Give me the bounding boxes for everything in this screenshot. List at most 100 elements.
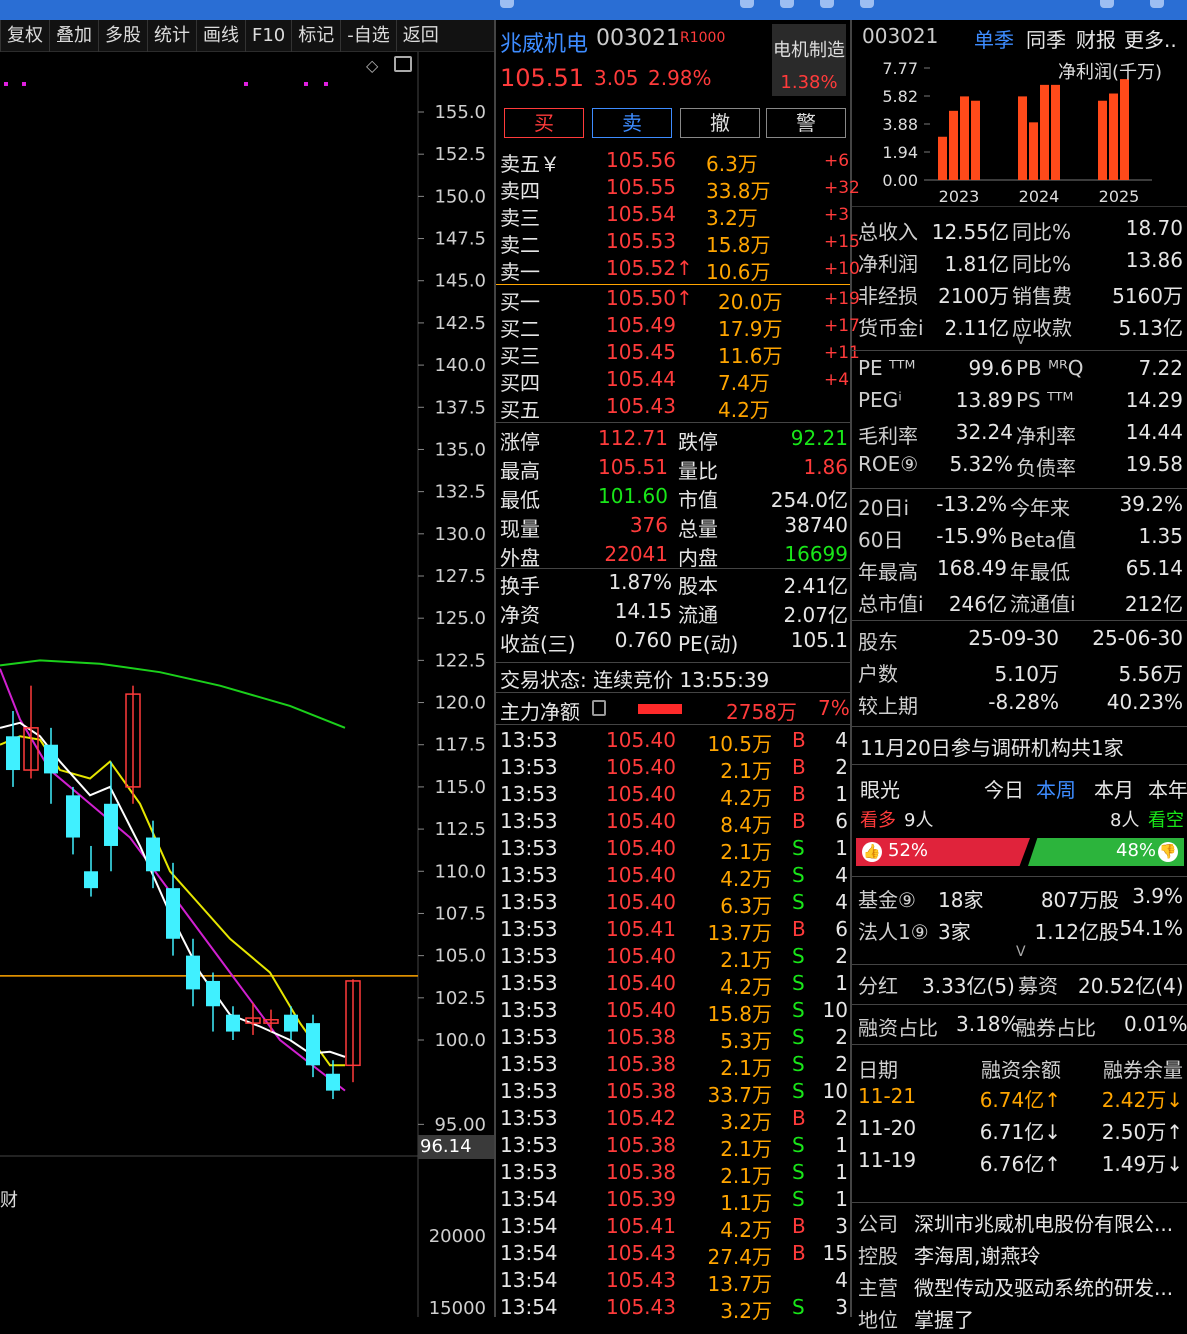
price-change: 3.05 bbox=[594, 66, 639, 90]
tab-single-quarter[interactable]: 单季 bbox=[974, 28, 1014, 52]
tab-today[interactable]: 今日 bbox=[984, 778, 1024, 802]
tick-volume: 8.4万 bbox=[720, 813, 772, 837]
profit-chart: 7.77 5.82 3.88 1.94 0.00 2023 2024 2025 净利润(千万) bbox=[852, 56, 1187, 208]
tab-month[interactable]: 本月 bbox=[1094, 778, 1134, 802]
f10-panel: 003021 单季 同季 财报 更多.. 7.77 5.82 3.88 1.94 0.0… bbox=[852, 20, 1187, 1332]
indicator-label: 财 bbox=[0, 1190, 18, 1211]
list-icon[interactable] bbox=[592, 700, 606, 716]
expand-icon[interactable]: V bbox=[1016, 332, 1026, 348]
company-row[interactable]: 地位 掌握了 bbox=[858, 1304, 1185, 1334]
diamond-icon[interactable]: ◇ bbox=[366, 56, 379, 75]
bid-row[interactable]: 买五 105.43 4.2万 bbox=[500, 394, 848, 422]
row-label: 同比% bbox=[1012, 252, 1072, 276]
bid-delta: +19 bbox=[824, 289, 860, 309]
tab-week[interactable]: 本周 bbox=[1036, 778, 1076, 802]
fin-year-label: 2024 bbox=[1019, 187, 1060, 206]
tick-volume: 4.2万 bbox=[720, 975, 772, 999]
expand-icon-2[interactable]: V bbox=[1016, 944, 1026, 960]
tick-side: B bbox=[792, 755, 806, 779]
bid-row[interactable]: 买四 105.44 7.4万 +4 bbox=[500, 367, 849, 395]
y-axis-label: 140.0 bbox=[434, 355, 486, 376]
y-axis-label: 152.5 bbox=[434, 144, 486, 165]
company-row[interactable]: 公司 深圳市兆威机电股份有限公... bbox=[858, 1208, 1185, 1238]
holder-row: 户数 5.10万 5.56万 bbox=[858, 658, 1185, 688]
toolbar-item-6[interactable]: 标记 bbox=[291, 19, 340, 52]
alert-button[interactable]: 警 bbox=[766, 108, 846, 138]
tab-year[interactable]: 本年 bbox=[1148, 778, 1187, 802]
tick-time: 13:53 bbox=[500, 1106, 558, 1130]
industry-box[interactable]: 电机制造 1.38% bbox=[772, 24, 846, 96]
tab-report[interactable]: 财报 bbox=[1076, 28, 1116, 52]
ask-row[interactable]: 卖一 105.52 ↑ 10.6万 +10 bbox=[500, 256, 860, 284]
bid-delta: +11 bbox=[824, 343, 860, 363]
row-label: ROE⑨ bbox=[858, 452, 919, 476]
ask-row[interactable]: 卖三 105.54 3.2万 +3 bbox=[500, 202, 849, 230]
company-row[interactable]: 主营 微型传动及驱动系统的研发... bbox=[858, 1272, 1185, 1302]
tick-row: 13:53 105.38 5.3万 S 2 bbox=[500, 1025, 848, 1053]
tick-time: 13:53 bbox=[500, 728, 558, 752]
tick-side: S bbox=[792, 971, 805, 995]
stat-row: 净资 14.15 流通 2.07亿 bbox=[500, 599, 848, 627]
toolbar-item-4[interactable]: 画线 bbox=[196, 19, 245, 52]
bid-row[interactable]: 买一 105.50 ↑ 20.0万 +19 bbox=[500, 286, 860, 314]
valuation-row: 毛利率 32.24 净利率 14.44 bbox=[858, 420, 1185, 450]
tick-count: 3 bbox=[835, 1214, 848, 1238]
toolbar-item-5[interactable]: F10 bbox=[245, 19, 291, 52]
row-label: 基金⑨ bbox=[858, 888, 916, 912]
tick-volume: 3.2万 bbox=[720, 1110, 772, 1134]
ask-row[interactable]: 卖四 105.55 33.8万 +32 bbox=[500, 175, 860, 203]
ask-delta: +6 bbox=[824, 151, 850, 171]
tick-side: B bbox=[792, 1214, 806, 1238]
row-value: 65.14 bbox=[1125, 556, 1183, 580]
tab-more[interactable]: 更多.. bbox=[1124, 28, 1177, 52]
y-axis-label: 107.5 bbox=[434, 903, 486, 924]
quote-panel: 兆威机电 003021 R1000 电机制造 1.38% 105.51 3.05… bbox=[494, 20, 860, 1323]
stock-code: 003021 bbox=[596, 26, 680, 51]
bid-row[interactable]: 买二 105.49 17.9万 +17 bbox=[500, 313, 860, 341]
research-note[interactable]: 11月20日参与调研机构共1家 bbox=[860, 736, 1124, 760]
perf-row: 年最高 168.49 年最低 65.14 bbox=[858, 556, 1185, 586]
candle-body bbox=[23, 727, 39, 771]
thumb-up-icon[interactable]: 👍 bbox=[862, 842, 882, 862]
tick-price: 105.40 bbox=[606, 782, 676, 806]
tick-row: 13:53 105.40 2.1万 S 2 bbox=[500, 944, 848, 972]
sell-button[interactable]: 卖 bbox=[592, 108, 672, 138]
marker-dot bbox=[4, 82, 8, 86]
row-value: 168.49 bbox=[937, 556, 1007, 580]
bid-row[interactable]: 买三 105.45 11.6万 +11 bbox=[500, 340, 860, 368]
row-label: 净利润 bbox=[858, 252, 918, 276]
tick-price: 105.39 bbox=[606, 1187, 676, 1211]
stat-label: PE(动) bbox=[678, 632, 739, 656]
bull-bar[interactable] bbox=[856, 838, 1030, 866]
stat-label: 跌停 bbox=[678, 430, 718, 454]
tick-price: 105.40 bbox=[606, 863, 676, 887]
cancel-button[interactable]: 撤 bbox=[680, 108, 760, 138]
ask-row[interactable]: 卖二 105.53 15.8万 +15 bbox=[500, 229, 860, 257]
buy-button[interactable]: 买 bbox=[504, 108, 584, 138]
tab-same-quarter[interactable]: 同季 bbox=[1026, 28, 1066, 52]
tick-row: 13:53 105.38 2.1万 S 1 bbox=[500, 1133, 848, 1161]
tick-time: 13:53 bbox=[500, 1160, 558, 1184]
ask-label: 卖一 bbox=[500, 260, 540, 284]
tick-side: S bbox=[792, 1295, 805, 1319]
toolbar-item-0[interactable]: 复权 bbox=[0, 19, 49, 52]
fin-bar bbox=[971, 100, 980, 180]
stat-label: 换手 bbox=[500, 574, 540, 598]
toolbar-item-1[interactable]: 叠加 bbox=[49, 19, 98, 52]
panel-toggle-icon[interactable] bbox=[394, 56, 412, 72]
company-row[interactable]: 控股 李海周,谢燕玲 bbox=[858, 1240, 1185, 1270]
trade-status: 交易状态: 连续竞价 13:55:39 bbox=[500, 668, 770, 692]
kline-chart[interactable]: 155.0 152.5 150.0 147.5 145.0 142.5 140.0 137.5… bbox=[0, 52, 494, 1317]
thumb-down-icon[interactable]: 👎 bbox=[1158, 842, 1178, 862]
tick-price: 105.42 bbox=[606, 1106, 676, 1130]
tick-time: 13:53 bbox=[500, 836, 558, 860]
institution-row: 基金⑨ 18家 807万股 3.9% bbox=[858, 884, 1185, 914]
toolbar-item-2[interactable]: 多股 bbox=[98, 19, 147, 52]
toolbar-item-7[interactable]: -自选 bbox=[340, 19, 396, 52]
tick-time: 13:53 bbox=[500, 890, 558, 914]
toolbar-item-8[interactable]: 返回 bbox=[395, 19, 445, 52]
toolbar-item-3[interactable]: 统计 bbox=[147, 19, 196, 52]
ask-row[interactable]: 卖五￥ 105.56 6.3万 +6 bbox=[500, 148, 850, 176]
bid-price: 105.45 bbox=[606, 340, 676, 364]
y-axis-label: 147.5 bbox=[434, 229, 486, 250]
